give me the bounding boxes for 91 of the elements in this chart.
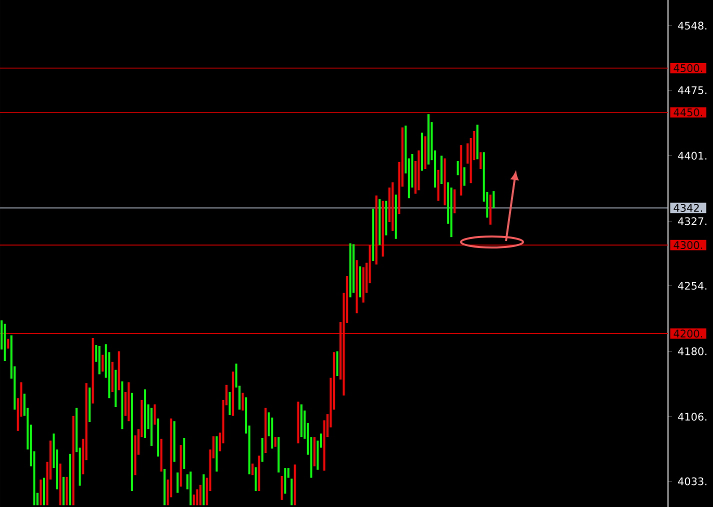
ref-line-label: 4500. (674, 64, 702, 72)
candlestick (190, 472, 192, 506)
candlestick (199, 484, 202, 506)
y-tick-label: 4548. (678, 22, 706, 30)
candlestick (92, 338, 94, 404)
ref-line-label: 4300. (674, 241, 702, 250)
candlestick (274, 437, 276, 447)
candlestick (349, 243, 352, 298)
candlestick (258, 456, 260, 492)
candlestick (196, 489, 198, 506)
candlestick (88, 388, 91, 422)
candlestick (72, 416, 74, 506)
candlestick (392, 182, 394, 231)
y-tick-label: 4475. (678, 86, 706, 94)
y-tick-label: 4180. (678, 347, 706, 356)
candlestick (313, 437, 316, 466)
candlestick (420, 132, 423, 171)
candlestick (130, 392, 133, 492)
candlestick (460, 145, 462, 196)
candlestick (173, 421, 176, 462)
candlestick (69, 454, 72, 506)
candlestick (66, 476, 68, 506)
candlestick (252, 464, 254, 476)
candlestick (362, 267, 364, 303)
ref-line-label: 4200. (674, 330, 702, 338)
ref-line-label: 4450. (674, 108, 702, 116)
ref-line-label: 4342. (674, 204, 702, 212)
y-tick-label: 4033. (678, 477, 706, 486)
candlestick (480, 152, 482, 169)
candlestick (111, 362, 114, 392)
candlestick (228, 392, 231, 415)
candlestick (114, 370, 117, 407)
candlestick (232, 372, 234, 416)
candlestick (121, 381, 124, 430)
candlestick (242, 392, 244, 411)
candlestick (437, 170, 440, 201)
candlestick (294, 464, 296, 506)
candlestick (62, 476, 65, 506)
candlestick (284, 468, 286, 494)
candlestick (440, 156, 443, 184)
candlestick (428, 114, 430, 165)
candlestick (118, 351, 120, 390)
candlestick (40, 480, 42, 506)
candlestick (394, 194, 397, 239)
candlestick (463, 167, 466, 186)
candlestick (372, 208, 374, 262)
candlestick (375, 196, 378, 265)
y-tick-label: 4327. (678, 217, 706, 226)
candlestick (183, 438, 186, 469)
candlestick (4, 324, 6, 361)
candlestick (297, 402, 300, 444)
candlestick (492, 191, 495, 208)
candlestick (444, 158, 446, 206)
candlestick (382, 200, 384, 257)
y-tick-label: 4106. (678, 412, 706, 421)
candlestick (280, 476, 283, 500)
candlestick (154, 404, 156, 425)
candlestick (102, 354, 104, 372)
candlestick (202, 474, 205, 506)
candlestick (164, 468, 166, 506)
candlestick (359, 266, 362, 298)
candlestick (261, 438, 264, 462)
candlestick (180, 445, 182, 487)
candlestick (157, 418, 160, 457)
candlestick (356, 260, 358, 314)
candlestick (336, 351, 338, 376)
candlestick (176, 472, 179, 493)
candlestick (98, 346, 100, 374)
candlestick (290, 478, 293, 506)
candlestick (424, 136, 426, 169)
candlestick (160, 438, 162, 472)
candlestick (385, 200, 388, 236)
candlestick (254, 467, 257, 492)
candlestick (476, 124, 478, 160)
candlestick (128, 382, 130, 422)
candlestick (454, 189, 456, 214)
y-tick-label: 4401. (678, 152, 706, 160)
candlestick (59, 464, 62, 506)
candlestick (216, 436, 218, 472)
candlestick (7, 338, 10, 349)
candlestick (43, 478, 45, 506)
y-tick-label: 4254. (678, 282, 706, 290)
candlestick (489, 194, 492, 225)
candlestick (300, 404, 302, 438)
candlestick (150, 408, 153, 446)
candlestick (456, 161, 459, 176)
candlestick (378, 199, 381, 246)
candlestick (278, 437, 280, 472)
candlestick (264, 408, 267, 454)
candlestick (418, 150, 420, 190)
candlestick (144, 389, 146, 438)
